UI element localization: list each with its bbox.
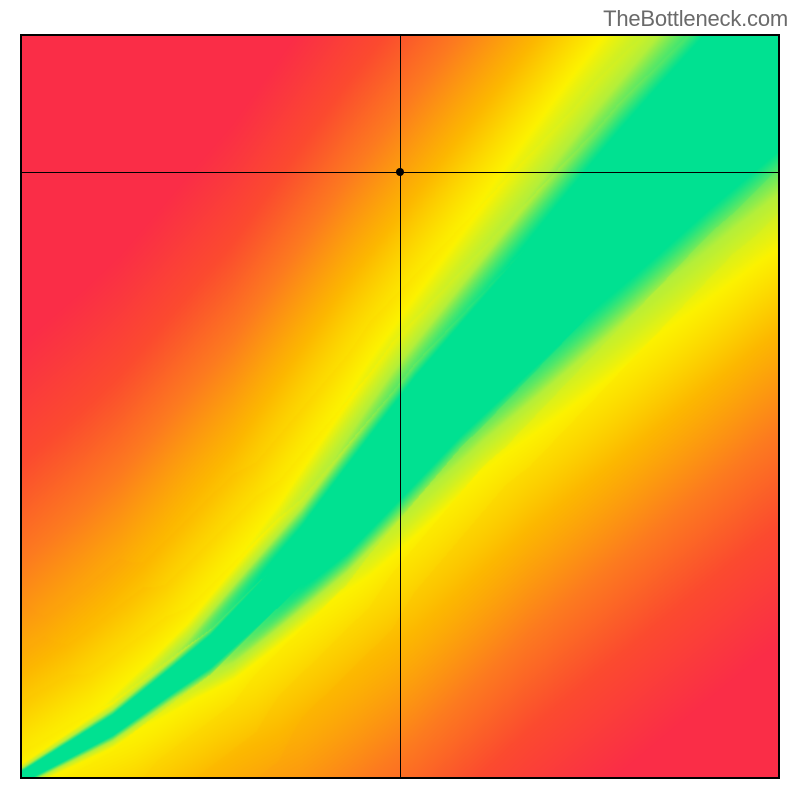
heatmap-canvas <box>22 36 778 777</box>
chart-container: TheBottleneck.com <box>0 0 800 800</box>
heatmap-plot <box>20 34 780 779</box>
watermark-text: TheBottleneck.com <box>603 6 788 32</box>
